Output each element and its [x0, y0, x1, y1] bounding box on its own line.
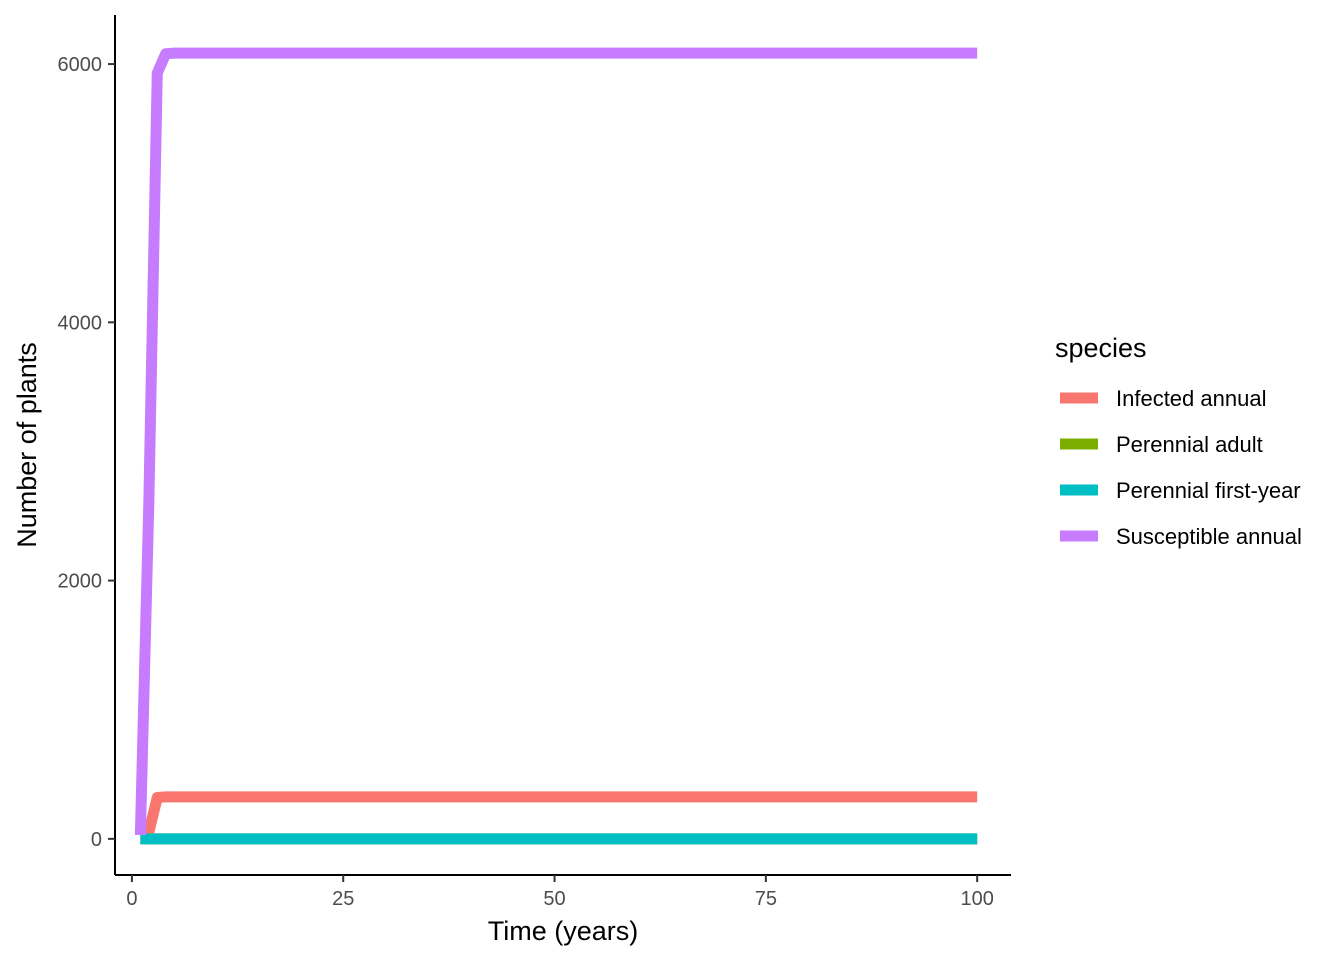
- x-axis-title: Time (years): [488, 916, 639, 946]
- y-tick-label: 4000: [58, 312, 103, 334]
- series-line-susceptible-annual: [134, 47, 978, 836]
- y-axis-title: Number of plants: [12, 342, 42, 548]
- legend-label-perennial-adult: Perennial adult: [1116, 432, 1263, 457]
- legend-title: species: [1055, 333, 1147, 363]
- legend-label-infected-annual: Infected annual: [1116, 386, 1266, 411]
- legend-label-susceptible-annual: Susceptible annual: [1116, 524, 1302, 549]
- x-tick-label: 75: [755, 888, 777, 910]
- series-line-infected-annual: [138, 791, 978, 841]
- x-tick-label: 0: [126, 888, 137, 910]
- legend-items: Infected annual Perennial adult Perennial …: [1060, 386, 1302, 549]
- y-axis-ticks: 0 2000 4000 6000: [58, 54, 115, 851]
- x-axis-ticks: 0 25 50 75 100: [126, 875, 994, 910]
- x-tick-label: 50: [543, 888, 565, 910]
- legend-label-perennial-first-year: Perennial first-year: [1116, 478, 1301, 503]
- x-tick-label: 25: [332, 888, 354, 910]
- legend: species Infected annual Perennial adult Pe…: [1055, 333, 1302, 549]
- y-tick-label: 6000: [58, 54, 103, 76]
- y-tick-label: 2000: [58, 571, 103, 593]
- plot-lines: [134, 47, 978, 845]
- x-tick-label: 100: [961, 888, 994, 910]
- y-tick-label: 0: [91, 829, 102, 851]
